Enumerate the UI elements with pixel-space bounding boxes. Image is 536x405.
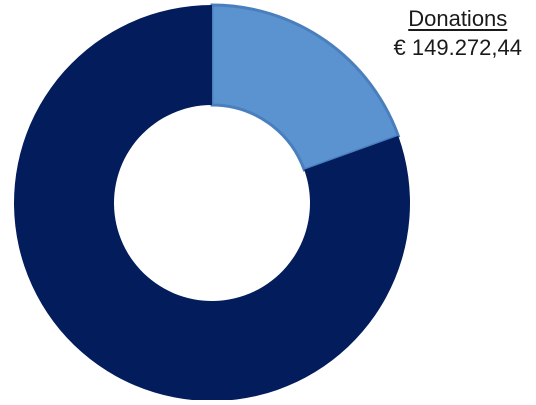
donations-label: Donations	[408, 6, 508, 31]
donations-amount: € 149.272,44	[393, 35, 522, 61]
donut-slice-other	[13, 5, 410, 402]
donut-slice-donations	[210, 3, 401, 172]
donations-callout: Donations € 149.272,44	[394, 6, 522, 61]
